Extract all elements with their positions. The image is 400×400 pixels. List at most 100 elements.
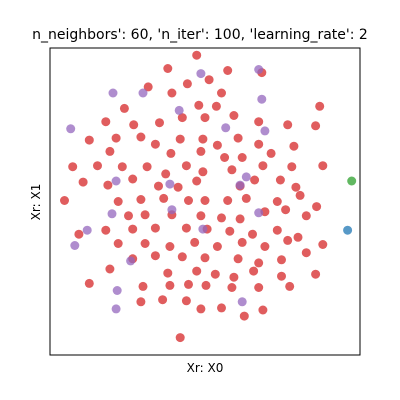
scatter-point-red <box>196 304 206 314</box>
scatter-point-red <box>192 50 202 60</box>
scatter-point-red <box>277 255 286 265</box>
scatter-point-red <box>150 223 160 233</box>
scatter-point-purple <box>138 88 148 98</box>
scatter-points <box>60 50 357 343</box>
scatter-point-red <box>241 193 251 203</box>
scatter-point-red <box>181 296 191 306</box>
scatter-point-red <box>150 251 160 261</box>
scatter-point-red <box>177 252 187 262</box>
scatter-point-red <box>237 237 247 247</box>
chart-title: n_neighbors': 60, 'n_iter': 100, 'learni… <box>32 27 368 43</box>
scatter-point-blue <box>343 225 353 235</box>
scatter-point-red <box>181 223 191 233</box>
scatter-point-red <box>318 161 328 171</box>
scatter-point-red <box>301 211 311 221</box>
scatter-point-red <box>163 268 173 278</box>
scatter-point-red <box>93 161 102 171</box>
scatter-point-red <box>173 182 183 192</box>
scatter-point-red <box>272 197 282 206</box>
scatter-point-red <box>192 176 202 186</box>
scatter-point-green <box>347 176 357 186</box>
scatter-point-red <box>220 153 230 162</box>
scatter-point-red <box>167 88 177 98</box>
scatter-point-red <box>181 161 191 171</box>
scatter-point-purple <box>260 126 270 136</box>
scatter-point-red <box>293 232 303 242</box>
scatter-point-purple <box>70 241 80 250</box>
scatter-point-red <box>128 174 138 184</box>
scatter-point-red <box>136 132 146 142</box>
scatter-point-red <box>158 295 168 305</box>
scatter-point-red <box>311 269 321 279</box>
scatter-point-red <box>258 161 268 171</box>
scatter-point-red <box>192 266 202 276</box>
scatter-point-purple <box>221 123 231 133</box>
scatter-point-red <box>198 167 208 177</box>
scatter-point-red <box>165 242 175 251</box>
scatter-point-red <box>196 211 206 221</box>
scatter-point-red <box>318 240 328 249</box>
scatter-point-red <box>254 139 264 149</box>
scatter-point-red <box>142 162 152 172</box>
scatter-point-purple <box>165 179 175 189</box>
scatter-point-red <box>312 202 322 212</box>
scatter-point-red <box>117 162 127 172</box>
scatter-point-purple <box>112 286 122 295</box>
scatter-point-red <box>84 278 94 288</box>
scatter-point-purple <box>254 65 264 74</box>
scatter-point-purple <box>257 94 267 104</box>
scatter-point-red <box>211 101 221 111</box>
scatter-point-red <box>68 162 78 172</box>
scatter-point-red <box>277 271 286 281</box>
scatter-point-red <box>201 280 211 290</box>
scatter-point-red <box>101 225 111 235</box>
scatter-point-red <box>217 88 226 98</box>
scatter-point-red <box>287 162 297 172</box>
scatter-point-red <box>217 303 226 313</box>
scatter-point-red <box>217 213 226 223</box>
scatter-point-red <box>233 254 243 264</box>
scatter-point-red <box>212 242 222 251</box>
scatter-point-red <box>159 193 169 203</box>
scatter-point-red <box>254 258 264 268</box>
scatter-point-red <box>200 196 210 205</box>
scatter-point-red <box>311 121 321 131</box>
scatter-point-red <box>212 140 222 150</box>
scatter-point-red <box>283 235 293 245</box>
scatter-point-red <box>254 283 264 292</box>
scatter-point-red <box>175 134 185 144</box>
scatter-point-red <box>103 180 113 190</box>
scatter-point-red <box>124 211 133 221</box>
scatter-point-red <box>184 196 193 205</box>
scatter-point-red <box>227 165 237 175</box>
scatter-point-purple <box>111 176 121 186</box>
scatter-point-red <box>249 266 259 276</box>
scatter-point-red <box>283 120 293 130</box>
scatter-point-red <box>138 281 148 291</box>
scatter-point-red <box>78 177 88 187</box>
scatter-point-red <box>272 225 282 235</box>
scatter-point-red <box>295 190 305 200</box>
scatter-point-purple <box>108 88 118 98</box>
scatter-point-red <box>235 214 245 224</box>
scatter-point-purple <box>241 172 251 182</box>
scatter-point-red <box>198 134 208 144</box>
scatter-point-purple <box>126 256 136 266</box>
scatter-point-red <box>237 153 247 162</box>
scatter-point-red <box>289 141 299 151</box>
scatter-point-red <box>258 305 268 315</box>
scatter-point-red <box>275 175 285 185</box>
scatter-point-red <box>291 182 301 192</box>
scatter-point-red <box>210 269 220 279</box>
scatter-point-red <box>229 111 239 120</box>
scatter-point-red <box>248 229 257 239</box>
scatter-point-red <box>150 139 160 149</box>
scatter-point-red <box>200 113 210 123</box>
scatter-point-red <box>84 135 94 145</box>
scatter-point-red <box>233 133 243 143</box>
scatter-point-red <box>136 297 146 307</box>
scatter-point-red <box>281 205 291 215</box>
scatter-point-red <box>190 237 200 247</box>
scatter-point-red <box>223 196 233 205</box>
